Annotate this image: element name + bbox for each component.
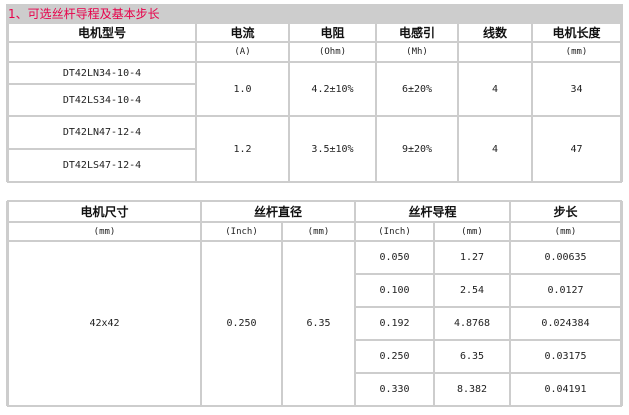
resistance-cell: 3.5±10% <box>290 117 375 181</box>
header-row: 电机尺寸 丝杆直径 丝杆导程 步长 <box>9 202 620 221</box>
lead-mm-cell: 1.27 <box>435 242 510 273</box>
step-cell: 0.0127 <box>511 275 620 306</box>
header-cell: 电机长度 <box>533 24 620 41</box>
unit-cell: (Inch) <box>356 223 434 240</box>
model-cell: DT42LS34-10-4 <box>9 85 195 115</box>
unit-cell: (Mh) <box>377 43 457 61</box>
step-cell: 0.03175 <box>511 341 620 372</box>
model-cell: DT42LN47-12-4 <box>9 117 195 148</box>
table-row: 0.192 4.8768 0.024384 <box>9 308 620 339</box>
header-cell: 步长 <box>511 202 620 221</box>
table-row: DT42LN34-10-4 1.0 4.2±10% 6±20% 4 34 <box>9 63 620 115</box>
step-cell: 0.024384 <box>511 308 620 339</box>
table-row: DT42LN47-12-4 1.2 3.5±10% 9±20% 4 47 <box>9 117 620 181</box>
model-cell: DT42LN34-10-4 <box>9 63 195 83</box>
motor-size-cell: 42x42 <box>9 242 200 405</box>
unit-cell: (Ohm) <box>290 43 375 61</box>
table-row: DT42LS47-12-4 <box>9 150 620 181</box>
lead-mm-cell: 4.8768 <box>435 308 510 339</box>
header-cell: 线数 <box>459 24 531 41</box>
lead-mm-cell: 6.35 <box>435 341 510 372</box>
unit-cell: (mm) <box>511 223 620 240</box>
diameter-mm-cell: 6.35 <box>283 242 355 405</box>
lead-mm-cell: 2.54 <box>435 275 510 306</box>
unit-cell: (Inch) <box>202 223 281 240</box>
header-cell: 电阻 <box>290 24 375 41</box>
lead-mm-cell: 8.382 <box>435 374 510 405</box>
header-cell: 电流 <box>197 24 288 41</box>
unit-cell: (A) <box>197 43 288 61</box>
resistance-cell: 4.2±10% <box>290 63 375 115</box>
lead-inch-cell: 0.330 <box>356 374 434 405</box>
unit-cell <box>459 43 531 61</box>
header-row: 电机型号 电流 电阻 电感引 线数 电机长度 <box>9 24 620 41</box>
diameter-inch-cell: 0.250 <box>202 242 281 405</box>
lead-inch-cell: 0.192 <box>356 308 434 339</box>
unit-cell: (mm) <box>283 223 355 240</box>
current-cell: 1.0 <box>197 63 288 115</box>
section-title: 1、可选丝杆导程及基本步长 <box>7 5 622 24</box>
step-cell: 0.00635 <box>511 242 620 273</box>
header-cell: 电感引 <box>377 24 457 41</box>
wires-cell: 4 <box>459 63 531 115</box>
unit-cell: (mm) <box>9 223 200 240</box>
length-cell: 47 <box>533 117 620 181</box>
motor-spec-table: 1、可选丝杆导程及基本步长 电机型号 电流 电阻 电感引 线数 电机长度 (A)… <box>6 4 623 183</box>
step-cell: 0.04191 <box>511 374 620 405</box>
table-row: 0.250 6.35 0.03175 <box>9 341 620 372</box>
table-row: DT42LS34-10-4 <box>9 85 620 115</box>
unit-row: (A) (Ohm) (Mh) (mm) <box>9 43 620 61</box>
header-cell: 电机尺寸 <box>9 202 200 221</box>
lead-inch-cell: 0.100 <box>356 275 434 306</box>
header-cell: 丝杆直径 <box>202 202 355 221</box>
lead-inch-cell: 0.050 <box>356 242 434 273</box>
model-cell: DT42LS47-12-4 <box>9 150 195 181</box>
length-cell: 34 <box>533 63 620 115</box>
inductance-cell: 6±20% <box>377 63 457 115</box>
table-row: 0.100 2.54 0.0127 <box>9 275 620 306</box>
header-cell: 丝杆导程 <box>356 202 510 221</box>
header-cell: 电机型号 <box>9 24 195 41</box>
unit-cell: (mm) <box>533 43 620 61</box>
lead-screw-table: 电机尺寸 丝杆直径 丝杆导程 步长 (mm) (Inch) (mm) (Inch… <box>6 200 623 407</box>
current-cell: 1.2 <box>197 117 288 181</box>
unit-cell <box>9 43 195 61</box>
unit-cell: (mm) <box>435 223 510 240</box>
wires-cell: 4 <box>459 117 531 181</box>
inductance-cell: 9±20% <box>377 117 457 181</box>
table-row: 42x42 0.250 6.35 0.050 1.27 0.00635 <box>9 242 620 405</box>
lead-inch-cell: 0.250 <box>356 341 434 372</box>
table-row: 0.330 8.382 0.04191 <box>9 374 620 405</box>
unit-row: (mm) (Inch) (mm) (Inch) (mm) (mm) <box>9 223 620 240</box>
